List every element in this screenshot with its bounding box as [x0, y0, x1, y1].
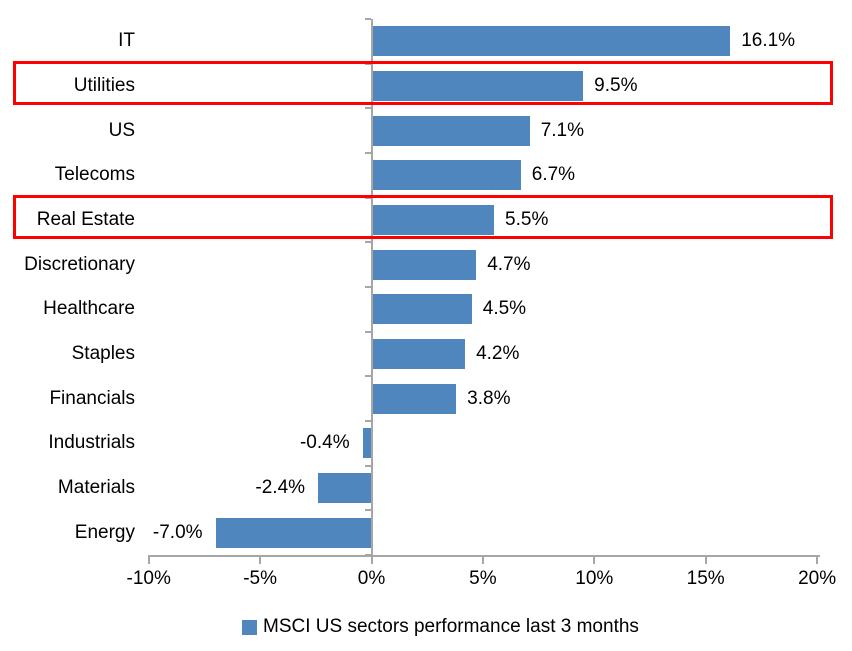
- value-label: -7.0%: [152, 521, 203, 543]
- value-axis-tick: [593, 557, 596, 564]
- bar: [371, 205, 495, 235]
- category-axis-tick: [364, 196, 371, 199]
- bar: [318, 473, 372, 503]
- value-label: 3.8%: [467, 387, 511, 409]
- category-axis-tick: [364, 62, 371, 65]
- category-label: US: [108, 119, 135, 141]
- category-label: Financials: [49, 387, 135, 409]
- chart-legend: MSCI US sectors performance last 3 month…: [242, 611, 639, 643]
- value-label: -2.4%: [255, 476, 306, 498]
- value-axis-tick: [147, 557, 150, 564]
- value-label: 6.7%: [531, 164, 576, 186]
- value-axis-tick: [370, 557, 373, 564]
- value-label: -0.4%: [299, 432, 350, 454]
- bar: [371, 339, 466, 369]
- value-axis-line: [148, 555, 820, 557]
- category-axis-tick: [364, 330, 371, 333]
- bar: [362, 428, 372, 459]
- value-axis-tick: [704, 557, 707, 564]
- category-label: Materials: [57, 476, 135, 498]
- category-axis-tick: [364, 464, 371, 467]
- value-label: 7.1%: [540, 119, 584, 141]
- category-axis-tick: [364, 420, 371, 422]
- category-label: IT: [118, 30, 135, 52]
- value-axis-tick: [481, 557, 484, 564]
- legend-marker-icon: [242, 619, 257, 635]
- category-axis-tick: [364, 241, 371, 244]
- bar: [371, 71, 584, 101]
- value-axis-tick: [816, 557, 819, 564]
- category-axis-tick: [364, 152, 371, 154]
- bar: [215, 517, 372, 548]
- value-label: 4.2%: [476, 342, 520, 364]
- category-axis-line: [370, 19, 373, 555]
- bar: [371, 294, 472, 325]
- legend-label: MSCI US sectors performance last 3 month…: [263, 616, 639, 637]
- category-axis-tick: [364, 107, 371, 110]
- x-tick-label: 15%: [686, 568, 725, 589]
- bar: [371, 26, 731, 57]
- x-tick-label: 10%: [575, 568, 614, 589]
- category-label: Utilities: [73, 74, 135, 96]
- category-label: Healthcare: [43, 298, 135, 320]
- value-label: 4.7%: [487, 253, 531, 275]
- category-label: Staples: [71, 342, 135, 364]
- category-label: Energy: [74, 521, 135, 543]
- category-axis-tick: [364, 375, 371, 378]
- x-tick-label: 20%: [798, 568, 837, 589]
- category-label: Real Estate: [36, 208, 135, 230]
- value-label: 16.1%: [741, 30, 796, 52]
- x-tick-label: -10%: [126, 568, 171, 589]
- x-tick-label: 0%: [357, 568, 386, 589]
- x-tick-label: -5%: [243, 568, 277, 589]
- value-label: 9.5%: [594, 74, 638, 96]
- x-tick-label: 5%: [469, 568, 497, 589]
- value-label: 4.5%: [482, 298, 527, 320]
- category-label: Industrials: [48, 432, 135, 454]
- category-label: Telecoms: [54, 164, 135, 186]
- bar: [371, 249, 477, 280]
- category-axis-tick: [364, 509, 371, 512]
- value-label: 5.5%: [505, 208, 549, 230]
- value-axis-tick: [259, 557, 262, 564]
- category-axis-tick: [364, 286, 371, 288]
- bar: [371, 383, 457, 414]
- bar: [371, 115, 530, 146]
- bar: [371, 160, 521, 191]
- category-axis-tick: [364, 18, 371, 20]
- category-label: Discretionary: [24, 253, 135, 275]
